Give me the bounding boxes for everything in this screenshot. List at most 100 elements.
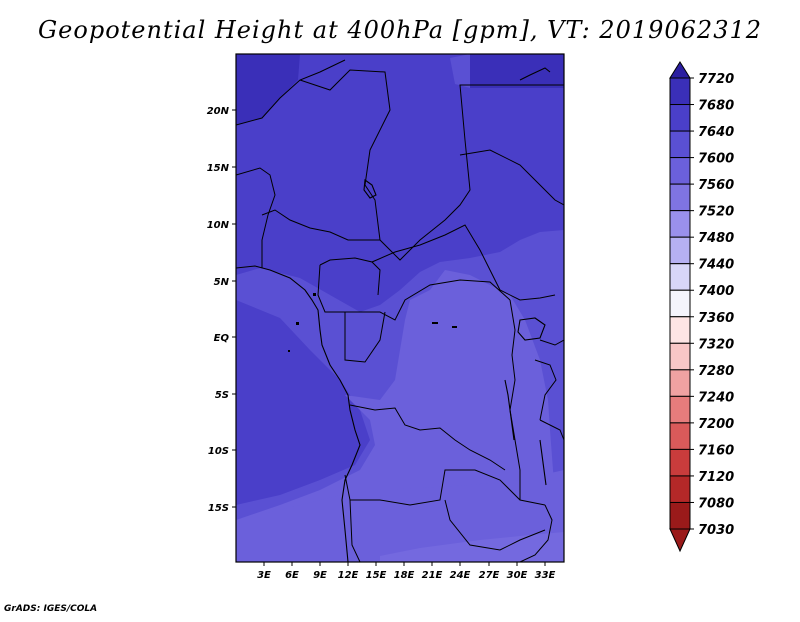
colorbar-cell [669,130,691,159]
lon-label: 3E [257,570,271,581]
lat-axis: 20N 15N 10N 5N EQ 5S 10S 15S [207,106,236,514]
colorbar-label: 7480 [698,231,734,246]
red-sea-coast [519,67,551,81]
lon-label: 27E [479,570,500,581]
coastline [236,67,551,562]
lat-label: 5S [215,390,229,401]
lat-label: 10N [207,220,230,231]
colorbar-cell [669,395,691,424]
colorbar-label: 7440 [698,258,734,273]
colorbar-label: 7320 [698,337,734,352]
field-7560-south [236,470,564,562]
colorbar-cells [669,77,691,530]
colorbar-cell [669,342,691,371]
colorbar-cell [669,77,691,106]
border-line [539,339,564,346]
border-line [379,279,511,321]
colorbar-label: 7560 [698,178,734,193]
colorbar-cell [669,263,691,291]
colorbar-label: 7080 [698,496,734,511]
colorbar-cell [669,475,691,503]
field-7680-nw [236,54,300,125]
colorbar-label: 7600 [698,152,734,167]
map-title: Geopotential Height at 400hPa [gpm], VT:… [38,16,762,44]
border-line [459,149,564,206]
border-line [539,419,564,441]
border-line [371,224,556,301]
border-line [236,167,276,268]
border-line [344,469,546,506]
colorbar-label: 7520 [698,205,734,220]
colorbar-label: 7400 [698,284,734,299]
border-line [534,359,557,421]
lon-label: 18E [394,570,415,581]
lake-tanganyika [504,379,515,441]
field-7600-north [450,54,470,88]
colorbar-bottom-arrow [669,528,691,553]
lon-label: 15E [366,570,387,581]
colorbar-cell [669,104,691,132]
border-line [236,59,346,126]
lat-label: 5N [214,277,230,288]
island-mark [432,322,438,324]
lon-label: 33E [535,570,556,581]
island-mark [288,350,290,352]
colorbar-label: 7720 [698,72,734,87]
island-mark [313,293,316,296]
lake-victoria [517,317,546,341]
grads-credit: GrADS: IGES/COLA [4,604,98,614]
island-mark [296,322,299,325]
lon-label: 12E [338,570,359,581]
lon-label: 24E [450,570,471,581]
island-mark [452,326,457,328]
coastline-path [236,265,361,562]
colorbar: 7720 7680 7640 7600 7560 7520 7480 7440 7400 7360… [669,61,734,553]
border-line [509,299,521,500]
lat-label: 10S [208,446,229,457]
colorbar-cell [669,448,691,477]
colorbar-labels: 7720 7680 7640 7600 7560 7520 7480 7440 7400 7360… [690,72,734,538]
colorbar-label: 7120 [698,470,734,485]
height-field [236,54,564,562]
border-line [349,499,361,562]
colorbar-label: 7030 [698,523,734,538]
colorbar-label: 7240 [698,390,734,405]
colorbar-label: 7360 [698,311,734,326]
border-line [319,257,381,296]
lat-label: 20N [207,106,230,117]
lon-label: 6E [285,570,299,581]
border-line [317,264,380,313]
border-line [519,504,553,562]
coast-details [288,293,457,352]
colorbar-label: 7280 [698,364,734,379]
lon-label: 30E [507,570,528,581]
country-borders [236,59,564,562]
colorbar-cell [669,501,691,530]
colorbar-cell [669,183,691,212]
lake-chad [363,179,377,199]
border-line [261,209,380,241]
colorbar-cell [669,316,691,344]
lat-label: EQ [214,333,230,344]
colorbar-cell [669,369,691,397]
lat-label: 15N [207,163,230,174]
colorbar-cell [669,289,691,318]
colorbar-top-arrow [669,61,691,79]
border-line [349,404,506,471]
colorbar-label: 7640 [698,125,734,140]
colorbar-label: 7200 [698,417,734,432]
border-line [344,311,386,363]
field-7520-south [380,532,564,562]
lon-label: 9E [313,570,327,581]
colorbar-cell [669,422,691,450]
lat-label: 15S [208,503,229,514]
field-7680-ne [470,54,564,88]
colorbar-cell [669,157,691,185]
colorbar-cell [669,210,691,238]
colorbar-label: 7160 [698,443,734,458]
border-line [444,499,546,551]
colorbar-cell [669,236,691,265]
map-frame [235,53,565,563]
lon-label: 21E [422,570,443,581]
